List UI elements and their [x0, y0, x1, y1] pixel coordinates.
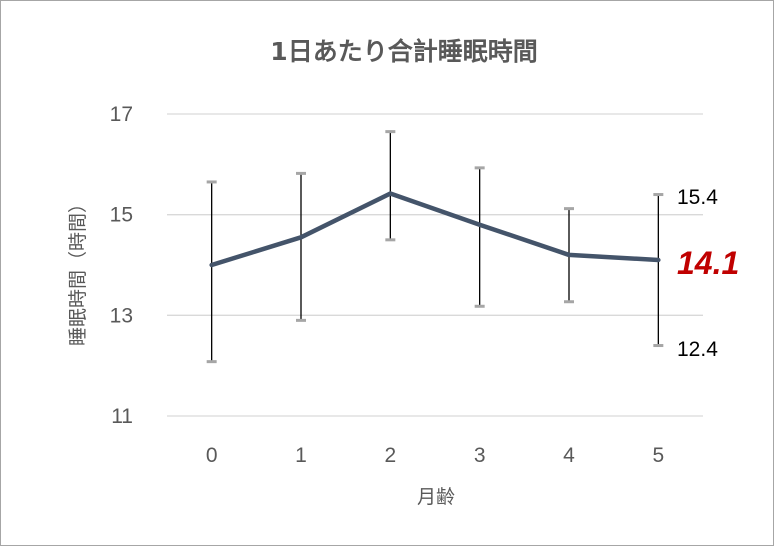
series-line: [209, 191, 661, 268]
y-axis-ticks: 11 13 15 17: [110, 103, 133, 428]
x-tick-label: 4: [563, 444, 575, 467]
y-tick-label: 11: [111, 405, 133, 428]
annotation-upper: 15.4: [677, 186, 718, 209]
error-bars: [206, 130, 664, 364]
chart-title: 1日あたり合計睡眠時間: [270, 37, 537, 66]
gridlines: [167, 113, 703, 417]
x-tick-label: 3: [474, 444, 486, 467]
x-tick-label: 5: [652, 444, 664, 467]
x-tick-label: 1: [295, 444, 307, 467]
x-tick-label: 2: [384, 444, 396, 467]
annotation-mean: 14.1: [677, 245, 739, 281]
annotation-lower: 12.4: [677, 338, 718, 361]
y-axis-label: 睡眠時間（時間）: [67, 194, 89, 346]
y-tick-label: 13: [110, 304, 133, 327]
x-axis-label: 月齢: [417, 486, 455, 508]
y-tick-label: 15: [110, 204, 133, 227]
x-tick-label: 0: [206, 444, 218, 467]
y-tick-label: 17: [110, 103, 133, 126]
x-axis-ticks: 0 1 2 3 4 5: [206, 444, 664, 467]
